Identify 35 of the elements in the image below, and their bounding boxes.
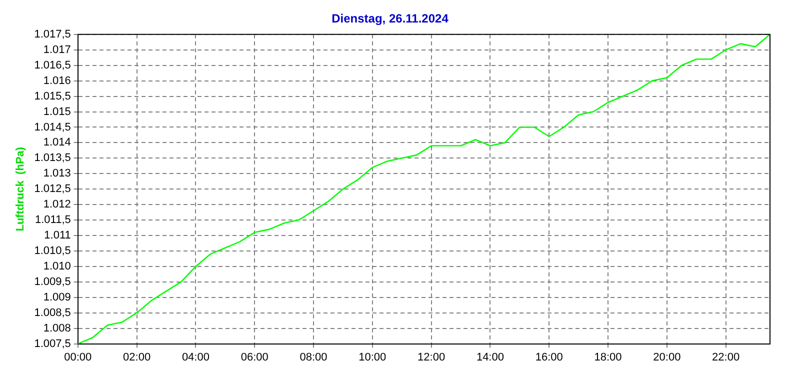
x-tick-label: 06:00: [240, 351, 268, 364]
y-tick-label: 1.008,5: [34, 306, 71, 319]
x-tick-label: 08:00: [300, 351, 328, 364]
y-tick-label: 1.007,5: [34, 338, 71, 350]
y-tick-label: 1.010,5: [34, 245, 71, 258]
x-tick-label: 12:00: [418, 351, 446, 364]
x-tick-label: 00:00: [64, 351, 92, 364]
x-tick-label: 18:00: [594, 351, 622, 364]
y-tick-label: 1.008: [43, 322, 71, 334]
x-tick-label: 20:00: [653, 351, 681, 364]
y-tick-label: 1.015: [43, 106, 71, 118]
x-tick-label: 16:00: [535, 351, 563, 364]
y-tick-label: 1.017,5: [34, 28, 71, 40]
y-tick-label: 1.009,5: [34, 276, 71, 288]
y-tick-label: 1.011,5: [35, 214, 71, 226]
y-tick-label: 1.016: [43, 74, 71, 87]
x-tick-label: 02:00: [123, 351, 151, 364]
y-tick-label: 1.017: [43, 44, 71, 56]
y-tick-label: 1.016,5: [34, 59, 71, 72]
y-tick-label: 1.012,5: [34, 183, 71, 196]
y-tick-label: 1.014,5: [34, 121, 71, 134]
y-tick-label: 1.012: [43, 198, 71, 211]
x-tick-label: 14:00: [476, 351, 504, 364]
y-tick-label: 1.013: [43, 168, 71, 180]
y-tick-label: 1.011: [44, 230, 71, 242]
y-tick-label: 1.014: [43, 136, 71, 149]
chart-title: Dienstag, 26.11.2024: [332, 12, 449, 26]
y-tick-label: 1.015,5: [34, 90, 71, 102]
y-tick-label: 1.009: [43, 291, 71, 304]
y-tick-label: 1.010: [43, 260, 71, 272]
x-tick-label: 22:00: [712, 351, 740, 364]
y-tick-label: 1.013,5: [34, 152, 71, 164]
x-tick-label: 10:00: [358, 351, 386, 364]
x-tick-label: 04:00: [182, 351, 210, 364]
y-axis-title: Luftdruck (hPa): [14, 146, 27, 232]
